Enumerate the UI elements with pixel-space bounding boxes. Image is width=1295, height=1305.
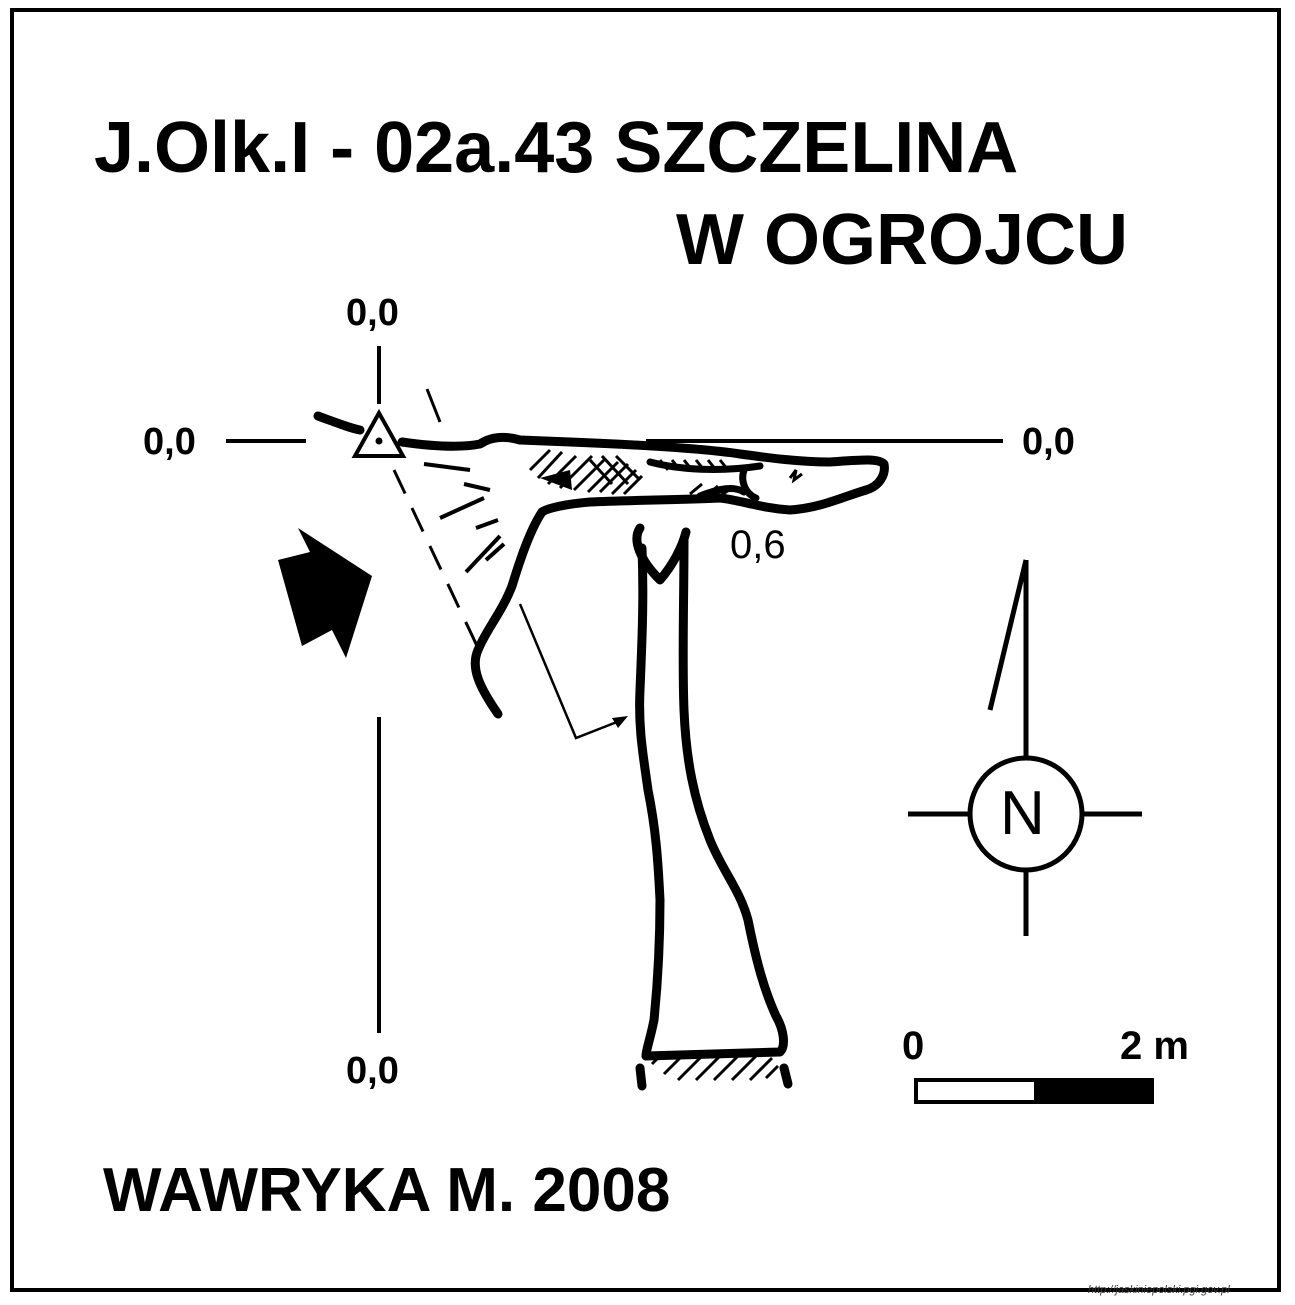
scale-start-label: 0: [902, 1024, 925, 1068]
survey-station-triangle-icon: [351, 408, 407, 458]
dashed-slope-line-upper: [425, 388, 442, 423]
author-credit: WAWRYKA M. 2008: [103, 1156, 671, 1225]
cave-outline: [313, 411, 889, 1091]
datum-label-left: 0,0: [143, 421, 196, 463]
flow-arrow-icon: [540, 470, 572, 490]
north-arrow-icon: [908, 559, 1142, 936]
map-frame: [10, 8, 1281, 1292]
datum-label-top: 0,0: [346, 292, 399, 334]
north-letter: N: [1000, 779, 1045, 848]
section-line: [518, 603, 628, 740]
entrance-arrow-icon: [278, 528, 372, 658]
passage-details: [646, 458, 764, 502]
survey-axes: [226, 346, 1003, 1033]
source-url-link[interactable]: http://jaskiniepolski.pgi.gov.pl: [1088, 1284, 1230, 1296]
scale-end-label: 2 m: [1120, 1024, 1189, 1068]
scale-bar: [914, 1078, 1154, 1104]
depth-label: 0,6: [730, 523, 786, 567]
dashed-slope-line: [392, 469, 480, 649]
cave-title-line-1: J.Olk.I - 02a.43 SZCZELINA: [94, 108, 1019, 188]
entrance-rays: [423, 462, 506, 574]
small-details: [658, 459, 803, 484]
cave-title-line-2: W OGROJCU: [676, 200, 1129, 280]
datum-label-bottom: 0,0: [346, 1050, 399, 1092]
sediment-hatching: [528, 448, 780, 1082]
datum-label-right: 0,0: [1022, 421, 1075, 463]
